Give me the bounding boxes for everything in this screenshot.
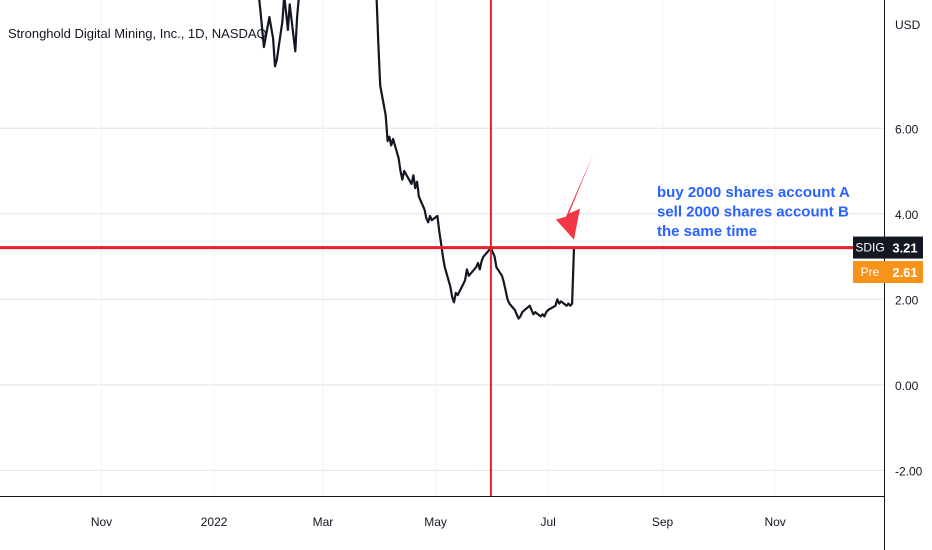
price-label-sdig: SDIG 3.21 <box>853 236 923 259</box>
annotation-arrow <box>555 155 593 240</box>
price-label-value: 2.61 <box>892 265 917 280</box>
x-tick-label: May <box>424 515 447 529</box>
annotation-layer: buy 2000 shares account A sell 2000 share… <box>555 155 850 240</box>
price-label-pre: Pre 2.61 <box>853 261 923 283</box>
series-layer <box>258 0 576 320</box>
x-tick-label: Jul <box>540 515 555 529</box>
price-label-value-box <box>887 236 923 259</box>
price-label-name: Pre <box>861 265 880 279</box>
y-tick-label: 2.00 <box>895 293 919 307</box>
price-label-tag <box>853 236 887 259</box>
price-label-value: 3.21 <box>892 241 917 256</box>
x-tick-label: Nov <box>764 515 785 529</box>
currency-label: USD <box>895 18 921 32</box>
annotation-text-line: sell 2000 shares account B <box>657 204 849 221</box>
x-tick-label: Nov <box>91 515 112 529</box>
price-label-tag <box>853 261 887 283</box>
y-tick-label: 0.00 <box>895 379 919 393</box>
price-label-value-box <box>887 261 923 283</box>
annotation-text-line: the same time <box>657 223 757 240</box>
y-tick-label: -2.00 <box>895 464 923 478</box>
price-label-name: SDIG <box>855 241 884 255</box>
x-tick-label: Mar <box>313 515 334 529</box>
crosshair-layer <box>0 0 884 496</box>
x-tick-label: 2022 <box>201 515 228 529</box>
annotation-text-line: buy 2000 shares account A <box>657 184 850 201</box>
x-tick-label: Sep <box>652 515 674 529</box>
price-label-layer: SDIG 3.21 Pre 2.61 <box>853 236 923 283</box>
chart-title: Stronghold Digital Mining, Inc., 1D, NAS… <box>8 26 267 41</box>
price-line <box>375 0 576 320</box>
y-tick-label: 6.00 <box>895 122 919 136</box>
y-tick-label: 4.00 <box>895 208 919 222</box>
